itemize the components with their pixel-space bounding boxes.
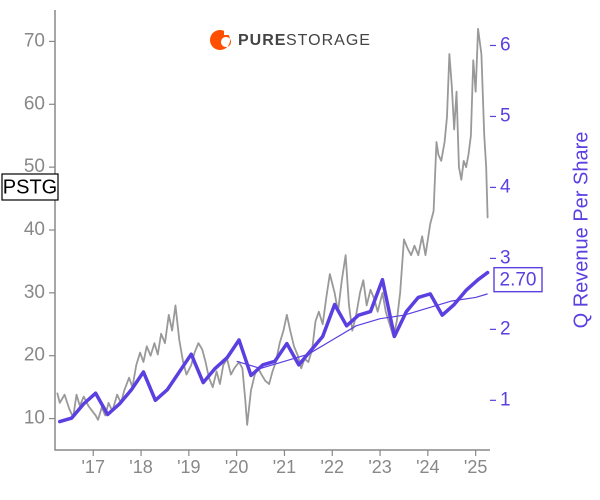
- y-left-tick-label: 70: [24, 30, 45, 51]
- y-right-tick-label: 1: [500, 389, 511, 410]
- x-tick-label: '19: [177, 457, 200, 477]
- right-value-label: 2.70: [500, 270, 537, 291]
- y-right-tick-label: 6: [500, 34, 511, 55]
- x-tick-label: '21: [273, 457, 296, 477]
- axis-frame: [55, 10, 490, 450]
- y-left-tick-label: 30: [24, 282, 45, 303]
- x-tick-label: '24: [416, 457, 439, 477]
- y-right-tick-label: 5: [500, 105, 511, 126]
- x-tick-label: '20: [225, 457, 248, 477]
- y-right-tick-label: 4: [500, 176, 511, 197]
- x-tick-label: '17: [82, 457, 105, 477]
- revenue-smooth-line: [237, 294, 488, 369]
- y-left-tick-label: 60: [24, 93, 45, 114]
- revenue-line: [60, 273, 488, 422]
- brand-text-bold: PURE: [238, 32, 286, 49]
- brand-logo: PURESTORAGE: [210, 29, 371, 50]
- x-tick-label: '25: [464, 457, 487, 477]
- x-tick-label: '23: [368, 457, 391, 477]
- ticker-label: PSTG: [3, 176, 57, 198]
- x-tick-label: '22: [321, 457, 344, 477]
- x-tick-label: '18: [129, 457, 152, 477]
- brand-text-light: STORAGE: [286, 32, 371, 49]
- y-left-tick-label: 10: [24, 408, 45, 429]
- dual-axis-chart: 10203040506070123456'17'18'19'20'21'22'2…: [0, 0, 600, 500]
- y-left-tick-label: 40: [24, 219, 45, 240]
- y-right-tick-label: 3: [500, 247, 511, 268]
- right-axis-title: Q Revenue Per Share: [570, 132, 592, 329]
- y-right-tick-label: 2: [500, 318, 511, 339]
- y-left-tick-label: 20: [24, 345, 45, 366]
